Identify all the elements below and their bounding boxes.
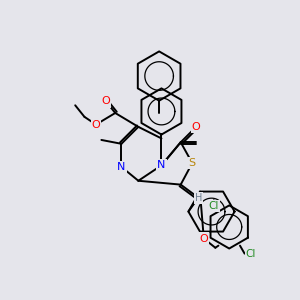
Text: Cl: Cl: [246, 249, 256, 259]
Text: O: O: [200, 233, 208, 244]
Text: O: O: [92, 119, 100, 130]
Text: S: S: [189, 158, 196, 168]
Text: N: N: [117, 162, 126, 172]
Text: O: O: [102, 96, 110, 106]
Text: H: H: [195, 193, 202, 203]
Text: Cl: Cl: [208, 201, 219, 212]
Text: O: O: [192, 122, 200, 132]
Text: N: N: [157, 160, 166, 170]
